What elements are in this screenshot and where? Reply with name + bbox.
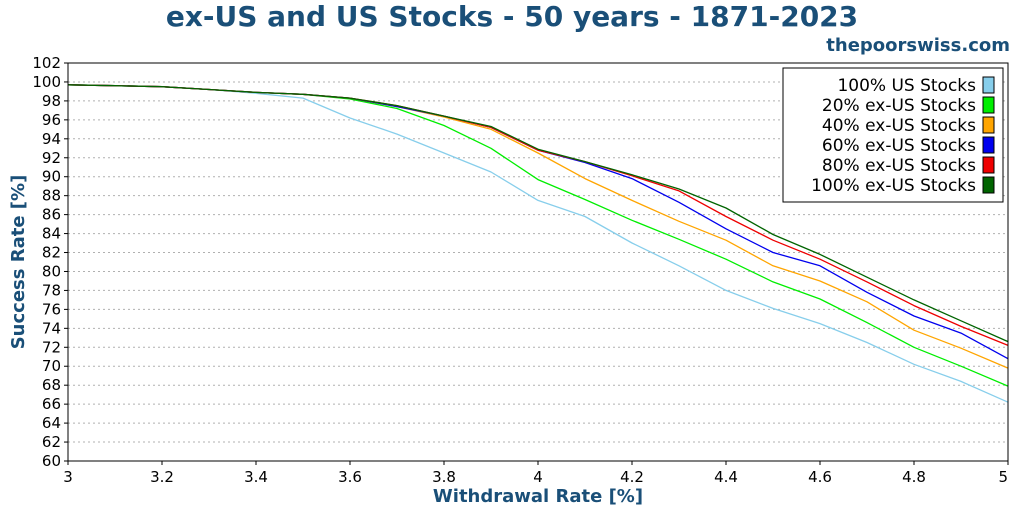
legend-box [782,67,1004,203]
y-tick-label: 94 [42,130,61,148]
y-tick-label: 70 [42,357,61,375]
y-tick-label: 86 [42,206,61,224]
y-tick-label: 72 [42,338,61,356]
legend-label: 100% ex-US Stocks [811,176,976,196]
y-tick-label: 60 [42,452,61,470]
y-tick-label: 96 [42,111,61,129]
y-tick-label: 68 [42,376,61,394]
gridlines [68,81,1008,443]
x-tick-label: 5 [998,468,1008,486]
y-axis-title: Success Rate [%] [8,175,29,350]
legend-swatch [982,136,995,154]
y-tick-label: 84 [42,225,61,243]
watermark: thepoorswiss.com [826,35,1010,56]
x-tick-label: 3.4 [244,468,268,486]
y-tick-label: 78 [42,281,61,299]
y-tick-label: 98 [42,92,61,110]
y-tick-label: 88 [42,187,61,205]
y-tick-label: 66 [42,395,61,413]
legend-swatch [982,116,995,134]
y-tick-label: 80 [42,262,61,280]
legend-swatch [982,76,995,94]
x-tick-label: 4 [533,468,543,486]
legend-label: 40% ex-US Stocks [822,116,976,136]
series-lines [67,84,1009,403]
y-tick-label: 64 [42,414,61,432]
y-tick-label: 102 [32,54,61,72]
x-tick-label: 4.2 [620,468,644,486]
legend-swatch [982,96,995,114]
y-tick-label: 74 [42,319,61,337]
legend-swatch [982,176,995,194]
x-tick-label: 3 [63,468,73,486]
legend-swatch [982,156,995,174]
x-tick-label: 3.2 [150,468,174,486]
series-line-6 [67,84,1009,343]
y-tick-label: 76 [42,300,61,318]
x-axis-title: Withdrawal Rate [%] [433,486,643,507]
axes: 6062646668707274767880828486889092949698… [32,54,1009,486]
legend-label: 20% ex-US Stocks [822,96,976,116]
y-tick-label: 100 [32,73,61,91]
legend-label: 80% ex-US Stocks [822,156,976,176]
y-tick-label: 82 [42,244,61,262]
legend-label: 60% ex-US Stocks [822,136,976,156]
x-tick-label: 3.8 [432,468,456,486]
y-tick-label: 62 [42,433,61,451]
y-tick-label: 90 [42,168,61,186]
x-tick-label: 4.4 [714,468,738,486]
x-tick-label: 4.6 [808,468,832,486]
y-tick-label: 92 [42,149,61,167]
x-tick-label: 4.8 [902,468,926,486]
legend-label: 100% US Stocks [837,76,976,96]
x-tick-label: 3.6 [338,468,362,486]
chart-title: ex-US and US Stocks - 50 years - 1871-20… [165,0,859,33]
